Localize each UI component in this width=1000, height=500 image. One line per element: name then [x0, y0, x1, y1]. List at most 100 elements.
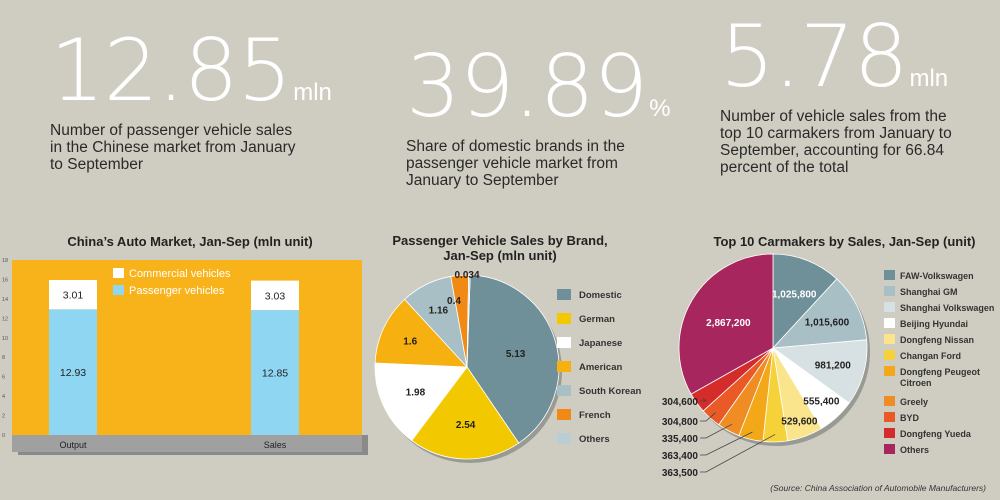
legend-label: Shanghai GM [900, 287, 958, 297]
legend-swatch [884, 412, 895, 422]
brand-pie-chart: 5.13 2.54 1.98 1.6 1.160.4 0.034 [374, 270, 562, 463]
stat-top10-sales: 5.78mln Number of vehicle sales from the… [720, 14, 960, 176]
brand-pie-title: Passenger Vehicle Sales by Brand, Jan-Se… [392, 233, 608, 263]
legend-swatch [884, 366, 895, 376]
legend-label: Passenger vehicles [129, 285, 225, 297]
pie-value-label: 1.6 [403, 337, 417, 348]
leader-line [700, 434, 776, 473]
legend-swatch [884, 428, 895, 438]
pie-slice [771, 339, 868, 404]
stat-unit: % [649, 95, 671, 122]
pie-value-label: 5.13 [506, 349, 526, 360]
stat-description: Number of passenger vehicle sales in the… [50, 122, 296, 173]
pie-value-label: 363,500 [662, 468, 699, 479]
leader-line [700, 423, 733, 439]
carmakers-pie-title: Top 10 Carmakers by Sales, Jan-Sep (unit… [713, 234, 976, 249]
bar-segment [251, 280, 299, 311]
legend-label: French [579, 410, 611, 421]
legend-swatch [884, 334, 895, 344]
pie-value-label: 363,400 [662, 451, 699, 462]
pie-value-label: 0.034 [454, 270, 479, 281]
y-tick-label: 4 [2, 394, 5, 400]
bar-value-label: 3.01 [63, 290, 84, 302]
bar-value-label: 12.93 [60, 367, 86, 379]
legend-label: Commercial vehicles [129, 268, 231, 280]
legend-swatch [557, 433, 571, 444]
pie-value-label: 981,200 [815, 360, 852, 371]
bar-value-label: 12.85 [262, 368, 288, 380]
legend-swatch [884, 302, 895, 312]
pie-slice [466, 274, 560, 444]
pie-value-label: 2.54 [456, 420, 476, 431]
legend-label: Others [579, 434, 610, 445]
stat-value: 12.85 [50, 21, 292, 121]
pie-value-label: 304,800 [662, 417, 699, 428]
legend-label: Changan Ford [900, 351, 961, 361]
legend-label: South Korean [579, 386, 641, 397]
pie-value-label: 0.4 [447, 296, 461, 307]
carmakers-pie-chart: 1,025,800 1,015,600 981,200 555,400 529,600 2… [662, 253, 870, 479]
bar-chart: 0 2 4 6 8 10 12 14 16 18 12.93 3.01 Output 12.85 3.03 S… [2, 258, 368, 455]
legend-swatch [557, 289, 571, 300]
source-note: (Source: China Association of Automobile… [770, 483, 986, 493]
carmakers-legend: FAW-Volkswagen Shanghai GM Shanghai Volksw… [884, 270, 994, 455]
legend-label: BYD [900, 413, 920, 423]
bar-chart-title: China’s Auto Market, Jan-Sep (mln unit) [67, 234, 313, 249]
legend-swatch [884, 444, 895, 454]
pie-slice [411, 366, 520, 460]
legend-label: Greely [900, 397, 928, 407]
stat-unit: mln [909, 65, 949, 92]
legend-label: German [579, 314, 615, 325]
y-tick-label: 2 [2, 414, 5, 420]
legend-swatch [884, 396, 895, 406]
pie-value-label: 1,015,600 [805, 317, 850, 328]
legend-label: American [579, 362, 622, 373]
brand-legend: Domestic German Japanese American South Kore… [557, 289, 641, 445]
legend-label: Dongfeng Peugeot [900, 367, 980, 377]
legend-label: Dongfeng Yueda [900, 429, 972, 439]
legend-swatch [884, 270, 895, 280]
legend-label: Others [900, 445, 929, 455]
x-axis-band [12, 435, 362, 452]
stat-description: Share of domestic brands in the passenge… [406, 138, 625, 189]
legend-swatch [884, 318, 895, 328]
pie-slice [466, 274, 471, 368]
pie-slice [772, 278, 868, 349]
stat-description: Number of vehicle sales from the top 10 … [720, 108, 952, 176]
pie-value-label: 1,025,800 [772, 290, 817, 301]
leader-line [700, 398, 708, 402]
legend-label: Dongfeng Nissan [900, 335, 974, 345]
pie-value-label: 529,600 [781, 416, 818, 427]
pie-slice [374, 362, 468, 442]
pie-slice [374, 298, 468, 368]
x-tick-label: Sales [264, 440, 287, 450]
legend-swatch [113, 268, 124, 278]
legend-label: Shanghai Volkswagen [900, 303, 994, 313]
y-tick-label: 8 [2, 355, 5, 361]
y-tick-label: 16 [2, 277, 8, 283]
leader-line [700, 412, 716, 422]
legend-label: Beijing Hyundai [900, 319, 968, 329]
legend-swatch [884, 350, 895, 360]
pie-value-label: 1.16 [429, 305, 449, 316]
bar-segment [251, 310, 299, 435]
pie-slice [772, 253, 838, 350]
bar-value-label: 3.03 [265, 290, 286, 302]
pie-value-label: 2,867,200 [706, 318, 751, 329]
legend-label: Domestic [579, 290, 622, 301]
legend-label: Citroen [900, 378, 932, 388]
legend-swatch [557, 313, 571, 324]
bar-segment [49, 280, 97, 310]
legend-swatch [884, 286, 895, 296]
y-tick-label: 12 [2, 316, 8, 322]
stat-unit: mln [293, 79, 332, 106]
y-tick-label: 6 [2, 375, 5, 381]
stat-value: 5.78 [720, 7, 908, 107]
x-tick-label: Output [59, 440, 87, 450]
pie-slice [678, 253, 774, 395]
y-tick-label: 0 [2, 433, 5, 439]
pie-value-label: 1.98 [406, 387, 426, 398]
legend-swatch [113, 285, 124, 295]
legend-swatch [557, 337, 571, 348]
legend-swatch [557, 361, 571, 372]
